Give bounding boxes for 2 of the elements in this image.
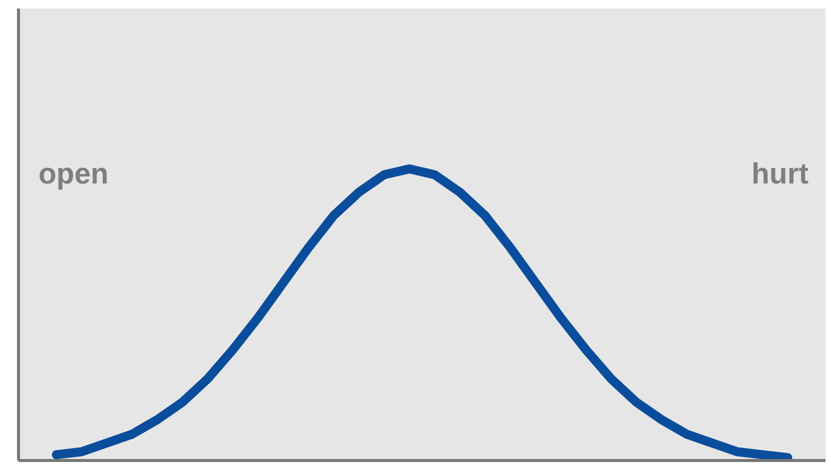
annotation: open: [38, 158, 109, 190]
annotation: hurt: [751, 158, 809, 190]
